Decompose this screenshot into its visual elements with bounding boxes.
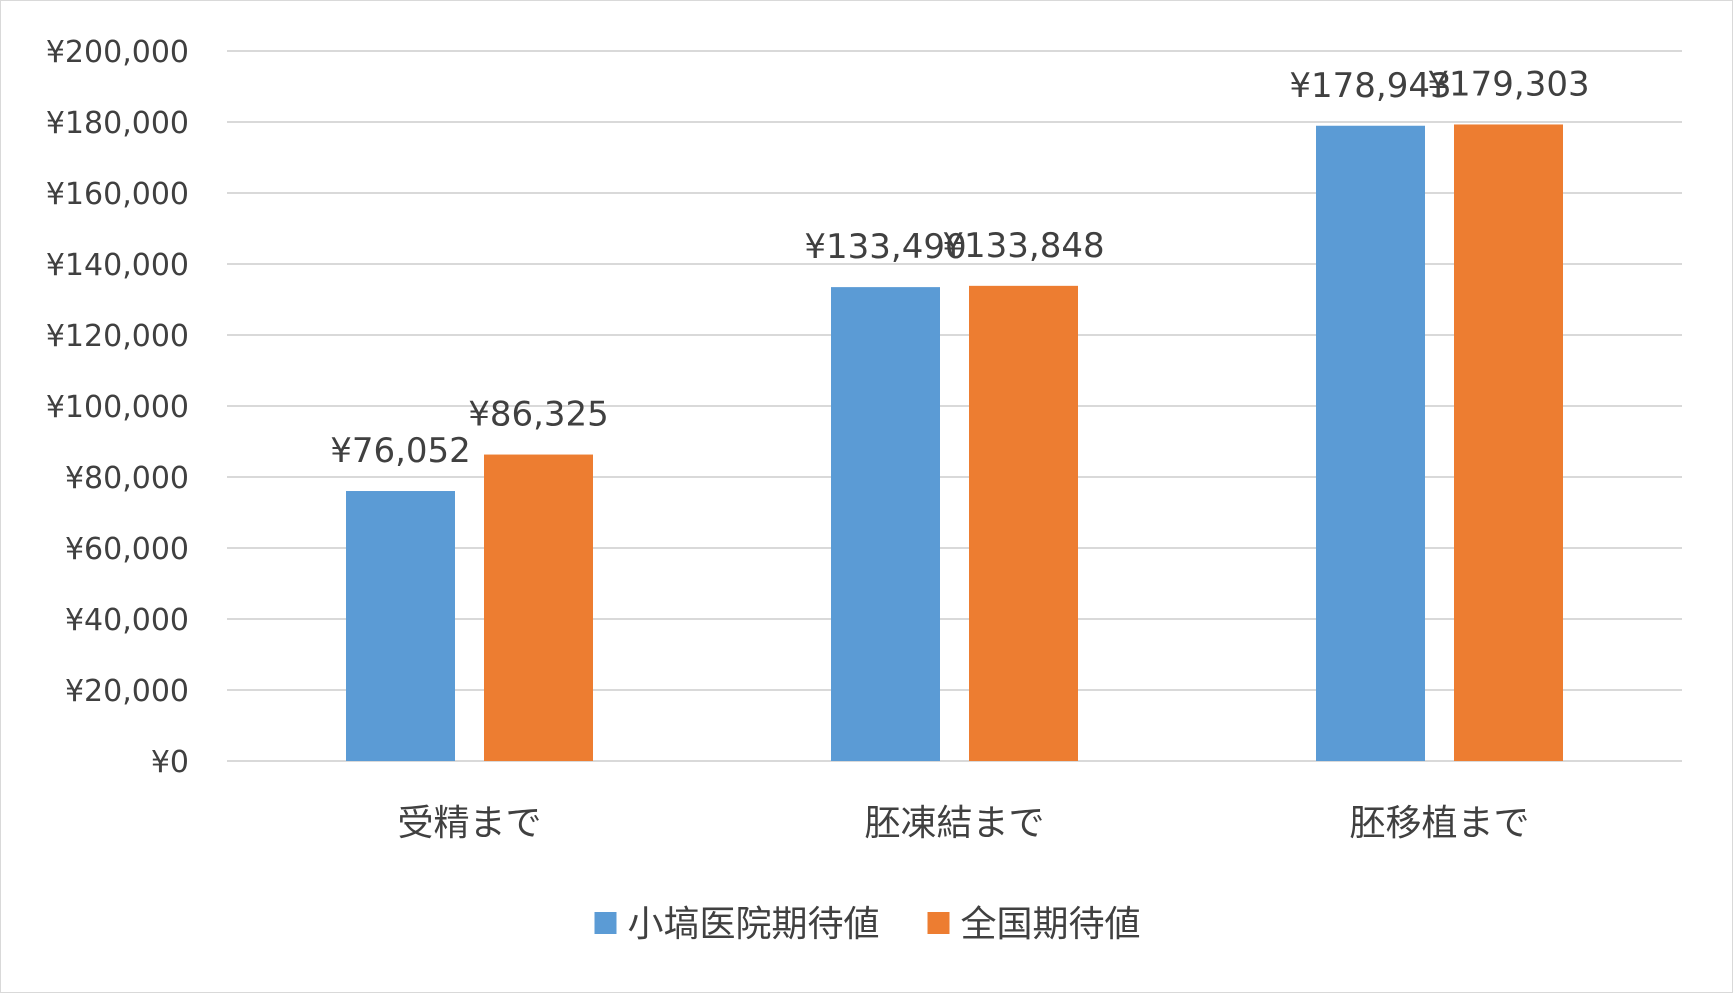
y-tick-label: ¥120,000: [46, 319, 189, 354]
bar-national-2: [969, 285, 1078, 761]
gridlines: [227, 50, 1682, 762]
data-label: ¥76,052: [330, 431, 471, 471]
legend-label: 全国期待値: [961, 904, 1141, 945]
x-axis-category-labels: 受精まで 胚凍結まで 胚移植まで: [397, 803, 1529, 844]
data-label: ¥133,490: [804, 227, 966, 267]
legend-swatch: [927, 912, 950, 934]
bar-national-3: [1454, 124, 1563, 761]
legend: 小塙医院期待値 全国期待値: [594, 904, 1141, 945]
y-tick-label: ¥80,000: [65, 461, 189, 496]
y-tick-label: ¥100,000: [46, 390, 189, 425]
y-tick-label: ¥140,000: [46, 248, 189, 283]
bar-clinic-3: [1316, 125, 1425, 762]
y-tick-label: ¥200,000: [46, 35, 189, 70]
y-tick-label: ¥160,000: [46, 177, 189, 212]
x-category-label: 胚移植まで: [1349, 803, 1529, 844]
y-axis-tick-labels: ¥0 ¥20,000 ¥40,000 ¥60,000 ¥80,000 ¥100,000 ¥1…: [46, 35, 189, 780]
y-tick-label: ¥20,000: [65, 674, 189, 709]
data-label: ¥86,325: [468, 395, 609, 435]
bars: [346, 124, 1563, 762]
x-category-label: 胚凍結まで: [864, 803, 1044, 844]
bar-national-1: [484, 454, 593, 761]
x-category-label: 受精まで: [397, 803, 541, 844]
y-tick-label: ¥60,000: [65, 532, 189, 567]
data-labels: ¥76,052¥86,325 ¥133,490¥133,848 ¥178,943¥1…: [330, 64, 1589, 471]
legend-swatch: [594, 912, 617, 934]
data-label: ¥179,303: [1427, 64, 1589, 104]
y-tick-label: ¥180,000: [46, 106, 189, 141]
data-label: ¥178,943: [1289, 66, 1451, 106]
bar-clinic-2: [831, 287, 940, 761]
y-tick-label: ¥40,000: [65, 603, 189, 638]
legend-label: 小塙医院期待値: [628, 904, 880, 945]
y-tick-label: ¥0: [151, 745, 189, 780]
data-label: ¥133,848: [942, 226, 1104, 266]
bar-clinic-1: [346, 491, 455, 761]
